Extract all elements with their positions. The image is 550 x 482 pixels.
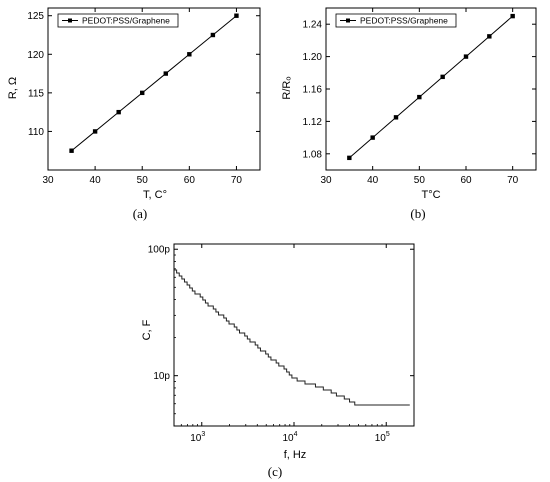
x-tick-label: 70 (231, 175, 243, 186)
data-point (210, 32, 216, 38)
series-line (174, 269, 410, 406)
series-line (349, 15, 513, 159)
x-tick-exponent: 3 (201, 431, 205, 438)
data-point (370, 135, 375, 140)
legend-label: PEDOT:PSS/Graphene (360, 16, 448, 26)
data-point (463, 54, 469, 59)
y-tick-label: 1.24 (303, 20, 323, 31)
y-tick-label: 1.16 (303, 85, 323, 96)
y-tick-label: 1.20 (303, 52, 323, 63)
x-tick-label: 104 (282, 431, 297, 444)
y-tick-label: 10p (153, 371, 170, 382)
x-axis-label: f, Hz (284, 449, 307, 461)
x-tick-exponent: 5 (386, 431, 390, 438)
legend-marker (346, 18, 350, 23)
plot-frame (325, 7, 537, 171)
y-tick-label: 120 (27, 50, 44, 61)
data-point (417, 94, 422, 100)
data-point (393, 115, 399, 120)
x-tick-label: 70 (507, 175, 519, 186)
x-tick-label: 105 (375, 431, 390, 444)
data-point (92, 129, 98, 134)
legend-label: PEDOT:PSS/Graphene (82, 16, 170, 26)
chart-panel-1: 30 40 50 60 70 110 115 120 125 T, C° R, Ω PEDOT:PSS… (7, 7, 261, 221)
data-point (163, 71, 168, 76)
legend-marker (68, 18, 72, 23)
y-axis-label: C, F (141, 319, 153, 340)
data-point (116, 109, 121, 115)
y-tick-label: 110 (28, 127, 44, 138)
data-point (69, 148, 74, 153)
x-tick-base: 10 (282, 433, 294, 444)
y-tick-label: 1.08 (303, 149, 323, 160)
x-tick-exponent: 4 (294, 431, 298, 438)
data-point (347, 155, 352, 161)
x-tick-label: 40 (367, 175, 379, 186)
x-tick-label: 30 (42, 175, 54, 186)
x-tick-base: 10 (190, 433, 202, 444)
data-point (187, 52, 192, 57)
x-tick-label: 40 (90, 175, 102, 186)
x-tick-label: 30 (320, 175, 332, 186)
x-tick-label: 50 (414, 175, 426, 186)
panel-caption: (a) (133, 206, 147, 221)
series-line (71, 15, 237, 152)
legend: PEDOT:PSS/Graphene (57, 13, 179, 28)
x-tick-label: 103 (190, 431, 205, 444)
data-point (487, 34, 492, 39)
legend-box (335, 13, 457, 28)
y-tick-label: 115 (28, 88, 44, 99)
y-tick-label: 100p (148, 245, 171, 256)
x-tick-label: 60 (460, 175, 472, 186)
y-axis-label: R, Ω (7, 77, 19, 99)
legend-box (57, 13, 179, 28)
y-tick-label: 1.12 (303, 117, 323, 128)
y-tick-label: 125 (27, 11, 44, 22)
plot-frame (173, 243, 415, 427)
x-tick-label: 50 (137, 175, 149, 186)
legend: PEDOT:PSS/Graphene (335, 13, 457, 28)
panel-caption: (c) (268, 464, 282, 479)
plot-frame (47, 7, 261, 171)
data-point (510, 13, 515, 19)
data-point (140, 90, 145, 96)
chart-panel-2: 30 40 50 60 70 1.08 1.12 1.16 1.20 1.24 T°C R/Rₒ PED… (281, 7, 537, 221)
data-point (234, 13, 239, 18)
x-axis-label: T°C (421, 189, 440, 201)
panel-caption: (b) (410, 206, 425, 221)
x-axis-label: T, C° (143, 189, 167, 201)
x-tick-label: 60 (184, 175, 196, 186)
x-tick-base: 10 (375, 433, 387, 444)
data-point (440, 74, 445, 80)
y-axis-label: R/Rₒ (281, 76, 293, 99)
